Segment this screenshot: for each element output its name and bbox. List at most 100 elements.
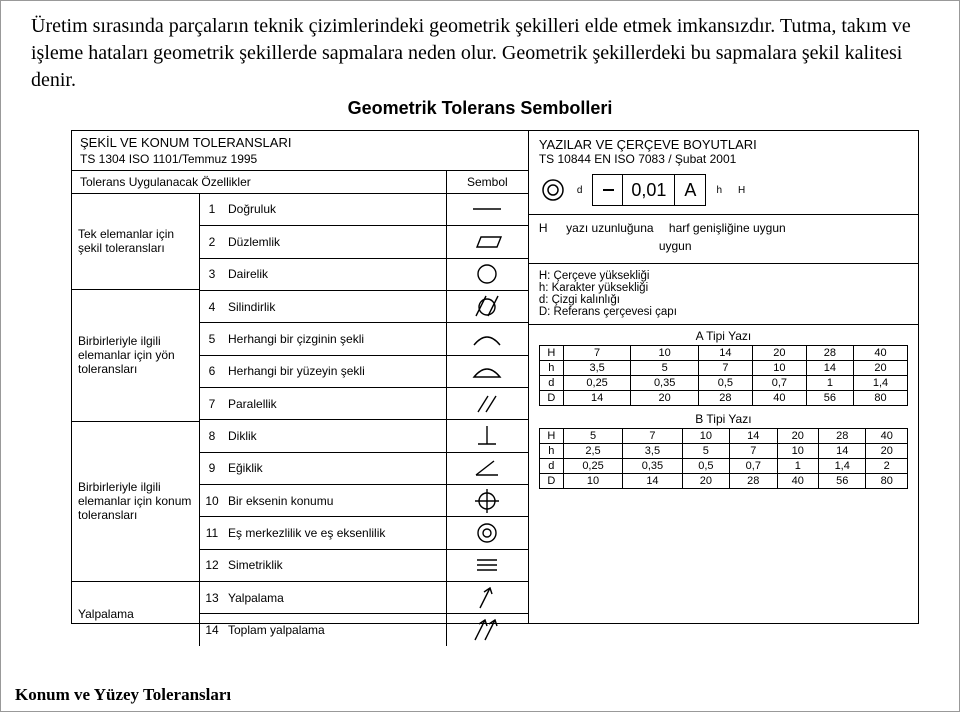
feature-symbol-cylindricity-icon	[446, 291, 528, 322]
table-cell: 2	[866, 459, 908, 474]
feature-label: Eş merkezlilik ve eş eksenlilik	[224, 526, 446, 540]
feature-row: 1Doğruluk	[200, 194, 528, 226]
table-cell: 56	[819, 474, 866, 489]
table-cell: 7	[730, 444, 777, 459]
fcf-box: 0,01 A	[592, 174, 706, 206]
feature-label: Dairelik	[224, 267, 446, 281]
table-cell: d	[539, 459, 563, 474]
left-title1: ŞEKİL VE KONUM TOLERANSLARI	[80, 135, 520, 152]
table-cell: 40	[777, 474, 818, 489]
table-cell: 40	[854, 346, 908, 361]
table-cell: 20	[682, 474, 729, 489]
table-cell: 28	[698, 391, 752, 406]
intro-paragraph: Üretim sırasında parçaların teknik çizim…	[1, 1, 959, 124]
table-cell: 20	[777, 429, 818, 444]
note-line2: uygun	[539, 239, 908, 253]
footer-title: Konum ve Yüzey Toleransları	[15, 685, 231, 705]
feature-number: 8	[200, 429, 224, 443]
feature-symbol-perpendicularity-icon	[446, 420, 528, 451]
feature-row: 9Eğiklik	[200, 453, 528, 485]
fcf-symbol-cell	[593, 175, 623, 205]
legend: H: Çerçeve yüksekliğih: Karakter yüksekl…	[529, 264, 918, 325]
feature-number: 4	[200, 300, 224, 314]
intro-text: Üretim sırasında parçaların teknik çizim…	[31, 15, 911, 91]
left-panel: ŞEKİL VE KONUM TOLERANSLARI TS 1304 ISO …	[72, 131, 529, 623]
feature-number: 12	[200, 558, 224, 572]
tableA: H71014202840h3,557101420d0,250,350,50,71…	[539, 345, 908, 406]
feature-label: Bir eksenin konumu	[224, 494, 446, 508]
table-cell: 28	[730, 474, 777, 489]
group-label: Yalpalama	[72, 582, 199, 646]
table-cell: 0,35	[623, 459, 682, 474]
table-cell: 14	[806, 361, 853, 376]
feature-row: 12Simetriklik	[200, 550, 528, 582]
feature-row: 11Eş merkezlilik ve eş eksenlilik	[200, 517, 528, 549]
legend-line: D: Referans çerçevesi çapı	[539, 306, 908, 318]
table-cell: 7	[698, 361, 752, 376]
table-cell: 7	[563, 346, 631, 361]
feature-symbol-flatness-icon	[446, 226, 528, 257]
table-cell: 1	[777, 459, 818, 474]
feature-symbol-parallelism-icon	[446, 388, 528, 419]
feature-row: 5Herhangi bir çizginin şekli	[200, 323, 528, 355]
feature-number: 9	[200, 461, 224, 475]
feature-label: Diklik	[224, 429, 446, 443]
table-cell: 7	[623, 429, 682, 444]
feature-symbol-runout-icon	[446, 582, 528, 613]
feature-number: 5	[200, 332, 224, 346]
feature-row: 3Dairelik	[200, 259, 528, 291]
group-labels-column: Tek elemanlar için şekil toleranslarıBir…	[72, 194, 200, 646]
feature-label: Silindirlik	[224, 300, 446, 314]
feature-label: Paralellik	[224, 397, 446, 411]
table-cell: 20	[631, 391, 699, 406]
table-cell: 1	[806, 376, 853, 391]
table-cell: 14	[698, 346, 752, 361]
feature-number: 3	[200, 267, 224, 281]
feature-row: 10Bir eksenin konumu	[200, 485, 528, 517]
feature-symbol-angularity-icon	[446, 453, 528, 484]
feature-number: 10	[200, 494, 224, 508]
table-cell: 0,7	[752, 376, 806, 391]
feature-label: Yalpalama	[224, 591, 446, 605]
dim-H-label: H	[738, 185, 745, 196]
feature-label: Doğruluk	[224, 202, 446, 216]
table-cell: H	[539, 346, 563, 361]
feature-number: 2	[200, 235, 224, 249]
concentricity-icon	[539, 176, 567, 204]
feature-row: 7Paralellik	[200, 388, 528, 420]
dim-d-label: d	[577, 185, 583, 196]
table-cell: 10	[777, 444, 818, 459]
table-cell: 28	[806, 346, 853, 361]
feature-label: Düzlemlik	[224, 235, 446, 249]
table-cell: 5	[563, 429, 622, 444]
left-col-header: Tolerans Uygulanacak Özellikler Sembol	[72, 170, 528, 194]
table-cell: 14	[563, 391, 631, 406]
col2-head: Sembol	[446, 171, 528, 193]
table-cell: 10	[631, 346, 699, 361]
table-cell: 3,5	[563, 361, 631, 376]
feature-symbol-concentricity-icon	[446, 517, 528, 548]
table-cell: 0,35	[631, 376, 699, 391]
tableB: H571014202840h2,53,557101420d0,250,350,5…	[539, 428, 908, 489]
table-cell: 0,25	[563, 376, 631, 391]
table-cell: 14	[623, 474, 682, 489]
right-panel-head: YAZILAR VE ÇERÇEVE BOYUTLARI TS 10844 EN…	[529, 131, 918, 170]
table-cell: D	[539, 391, 563, 406]
table-cell: H	[539, 429, 563, 444]
fcf-notes: H yazı uzunluğuna harf genişliğine uygun…	[529, 215, 918, 264]
table-cell: 0,25	[563, 459, 622, 474]
tableA-wrap: A Tipi Yazı H71014202840h3,557101420d0,2…	[529, 325, 918, 408]
table-cell: 10	[682, 429, 729, 444]
table-cell: 28	[819, 429, 866, 444]
feature-number: 11	[200, 526, 224, 540]
legend-line: h: Karakter yüksekliği	[539, 282, 908, 294]
table-cell: 20	[866, 444, 908, 459]
table-cell: h	[539, 444, 563, 459]
fcf-datum: A	[675, 175, 705, 205]
feature-label: Herhangi bir yüzeyin şekli	[224, 364, 446, 378]
subtitle: Geometrik Tolerans Sembolleri	[31, 96, 929, 120]
tolerance-diagram: ŞEKİL VE KONUM TOLERANSLARI TS 1304 ISO …	[71, 130, 919, 624]
table-cell: 0,7	[730, 459, 777, 474]
feature-symbol-circularity-icon	[446, 259, 528, 290]
table-cell: 40	[866, 429, 908, 444]
